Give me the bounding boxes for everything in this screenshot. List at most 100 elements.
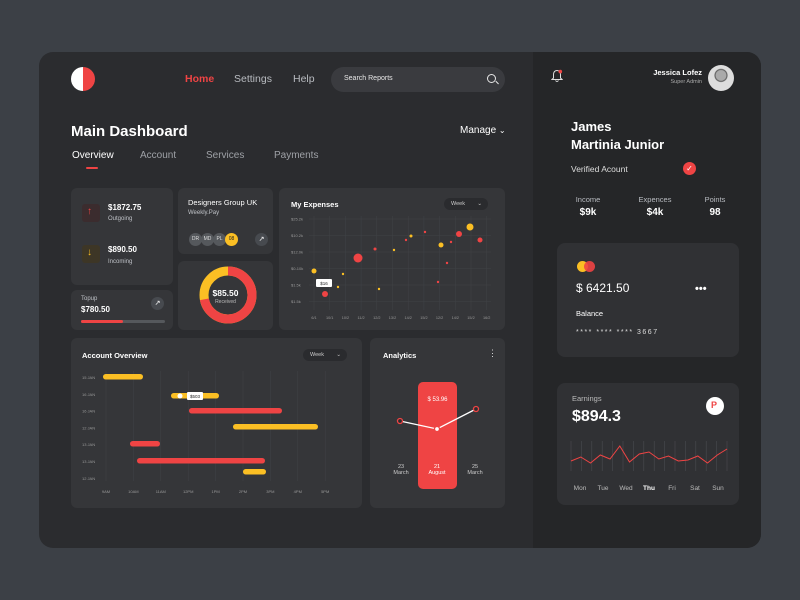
earnings-day-label: Fri [668,485,676,492]
stat-points-value: 98 [709,207,721,218]
designers-title: Designers Group UK [188,198,258,207]
nav-settings[interactable]: Settings [234,73,272,85]
gantt-tooltip-text: $503 [190,394,201,399]
card-balance-label: Balance [576,309,604,318]
paypal-icon[interactable]: P [706,397,724,415]
topup-card: Topup $780.50 ↗ [71,290,173,330]
gantt-bar [189,408,282,414]
outgoing-arrow-icon: ↑ [82,204,100,222]
expense-point [353,253,363,263]
designers-arrow-button[interactable]: ↗ [255,233,268,246]
expense-point [466,223,474,231]
analytics-point [433,425,441,433]
row-label: 15 JAN [82,375,95,380]
gantt-tooltip [187,392,203,400]
manage-label: Manage [460,125,497,136]
x-tick-label: 14/2 [405,316,412,320]
search-input[interactable]: Search Reports [331,67,505,92]
earnings-day-label: Mon [574,485,587,492]
stat-income-value: $9k [579,207,597,218]
gantt-bar [130,441,160,447]
member-count-badge: 08 [225,233,238,246]
member-avatar: MD [201,233,214,246]
expense-point [449,240,453,244]
x-tick-label: 16/2 [483,316,490,320]
tab-account[interactable]: Account [140,150,177,161]
dashboard-window: Home Settings Help Search Reports Main D… [39,52,761,548]
col-label: 12PM [183,489,193,494]
account-overview-title: Account Overview [82,351,148,360]
earnings-card: Earnings $894.3 P Mon Tue Wed Thu Fri Sat Sun [557,383,739,505]
earnings-line-chart: Mon Tue Wed Thu Fri Sat Sun [570,441,728,492]
row-label: 16 JAN [82,392,95,397]
x-tick-label: 10/2 [342,316,349,320]
col-label: 10AM [128,489,138,494]
chevron-down-icon: ⌄ [498,126,506,135]
designers-card: Designers Group UK Weekly.Pay DR MD PL 0… [178,188,273,254]
analytics-day: 21 August [426,464,448,476]
more-vertical-icon[interactable]: ⋮ [488,348,497,358]
earnings-amount: $894.3 [572,408,621,425]
card-number: **** **** **** 3667 [576,329,659,336]
profile-name-first: James [571,119,612,134]
search-placeholder: Search Reports [344,75,393,82]
profile-name-last: Martinia Junior [571,137,665,152]
expense-point [311,268,317,274]
expenses-card: My Expenses Week ⌄ $25.2k $10.2k $12.0k $0-… [279,188,505,330]
earnings-day-label: Tue [598,485,609,492]
analytics-highlight [418,382,457,489]
expenses-period-select[interactable]: Week ⌄ [444,198,488,210]
card-more-button[interactable]: ••• [695,283,707,295]
gantt-bar [103,374,143,380]
nav-help[interactable]: Help [293,73,315,85]
gantt-bar [243,469,266,475]
col-label: 9AM [102,489,110,494]
gantt-marker [177,393,183,399]
x-tick-label: 15/2 [420,316,427,320]
y-tick-label: $12.0k [291,250,303,255]
stat-expences-label: Expences [638,195,672,204]
member-avatar: PL [213,233,226,246]
avatar[interactable] [708,65,734,91]
nav-home[interactable]: Home [185,73,215,85]
x-tick-label: 10/1 [326,316,333,320]
expenses-tooltip-text: $16 [320,281,328,286]
expense-point [373,247,377,251]
received-label: Received [215,299,236,305]
y-tick-label: $10.2k [291,233,303,238]
topup-progress-fill [81,320,123,323]
y-tick-label: $25.2k [291,217,303,222]
x-tick-label: 14/2 [452,316,459,320]
incoming-amount: $890.50 [108,245,137,254]
analytics-point [396,417,404,425]
analytics-day-month: August [428,470,446,476]
analytics-day: 23 March [390,464,412,476]
expense-point [409,234,413,238]
analytics-day-number: 21 [433,464,441,470]
expense-point [341,272,345,276]
mastercard-icon-overlap [584,261,595,272]
bank-card[interactable]: $ 6421.50 ••• Balance **** **** **** 366… [557,243,739,357]
designers-subtitle: Weekly.Pay [188,210,220,216]
y-tick-label: $1.5k [291,283,301,288]
topup-arrow-button[interactable]: ↗ [151,297,164,310]
bell-icon[interactable] [551,69,563,83]
search-icon[interactable] [487,74,496,83]
expense-point [445,261,449,265]
expense-point [336,285,340,289]
expenses-scatter-chart: $25.2k $10.2k $12.0k $0-10k $1.5k $1.5k 6/1 10… [291,216,491,320]
manage-dropdown[interactable]: Manage ⌄ [460,125,506,136]
row-label: 12 JAN [82,476,95,481]
verified-check-icon: ✓ [683,162,696,175]
analytics-day-number: 23 [397,464,405,470]
row-label: 13 JAN [82,442,95,447]
account-period-select[interactable]: Week ⌄ [303,349,347,361]
expense-point [477,237,483,243]
chevron-down-icon: ⌄ [477,201,482,207]
tab-overview[interactable]: Overview [72,150,114,161]
tab-services[interactable]: Services [206,150,245,161]
analytics-point [472,405,480,413]
tab-payments[interactable]: Payments [274,150,319,161]
mastercard-icon [577,261,588,272]
x-tick-label: 11/2 [358,316,365,320]
